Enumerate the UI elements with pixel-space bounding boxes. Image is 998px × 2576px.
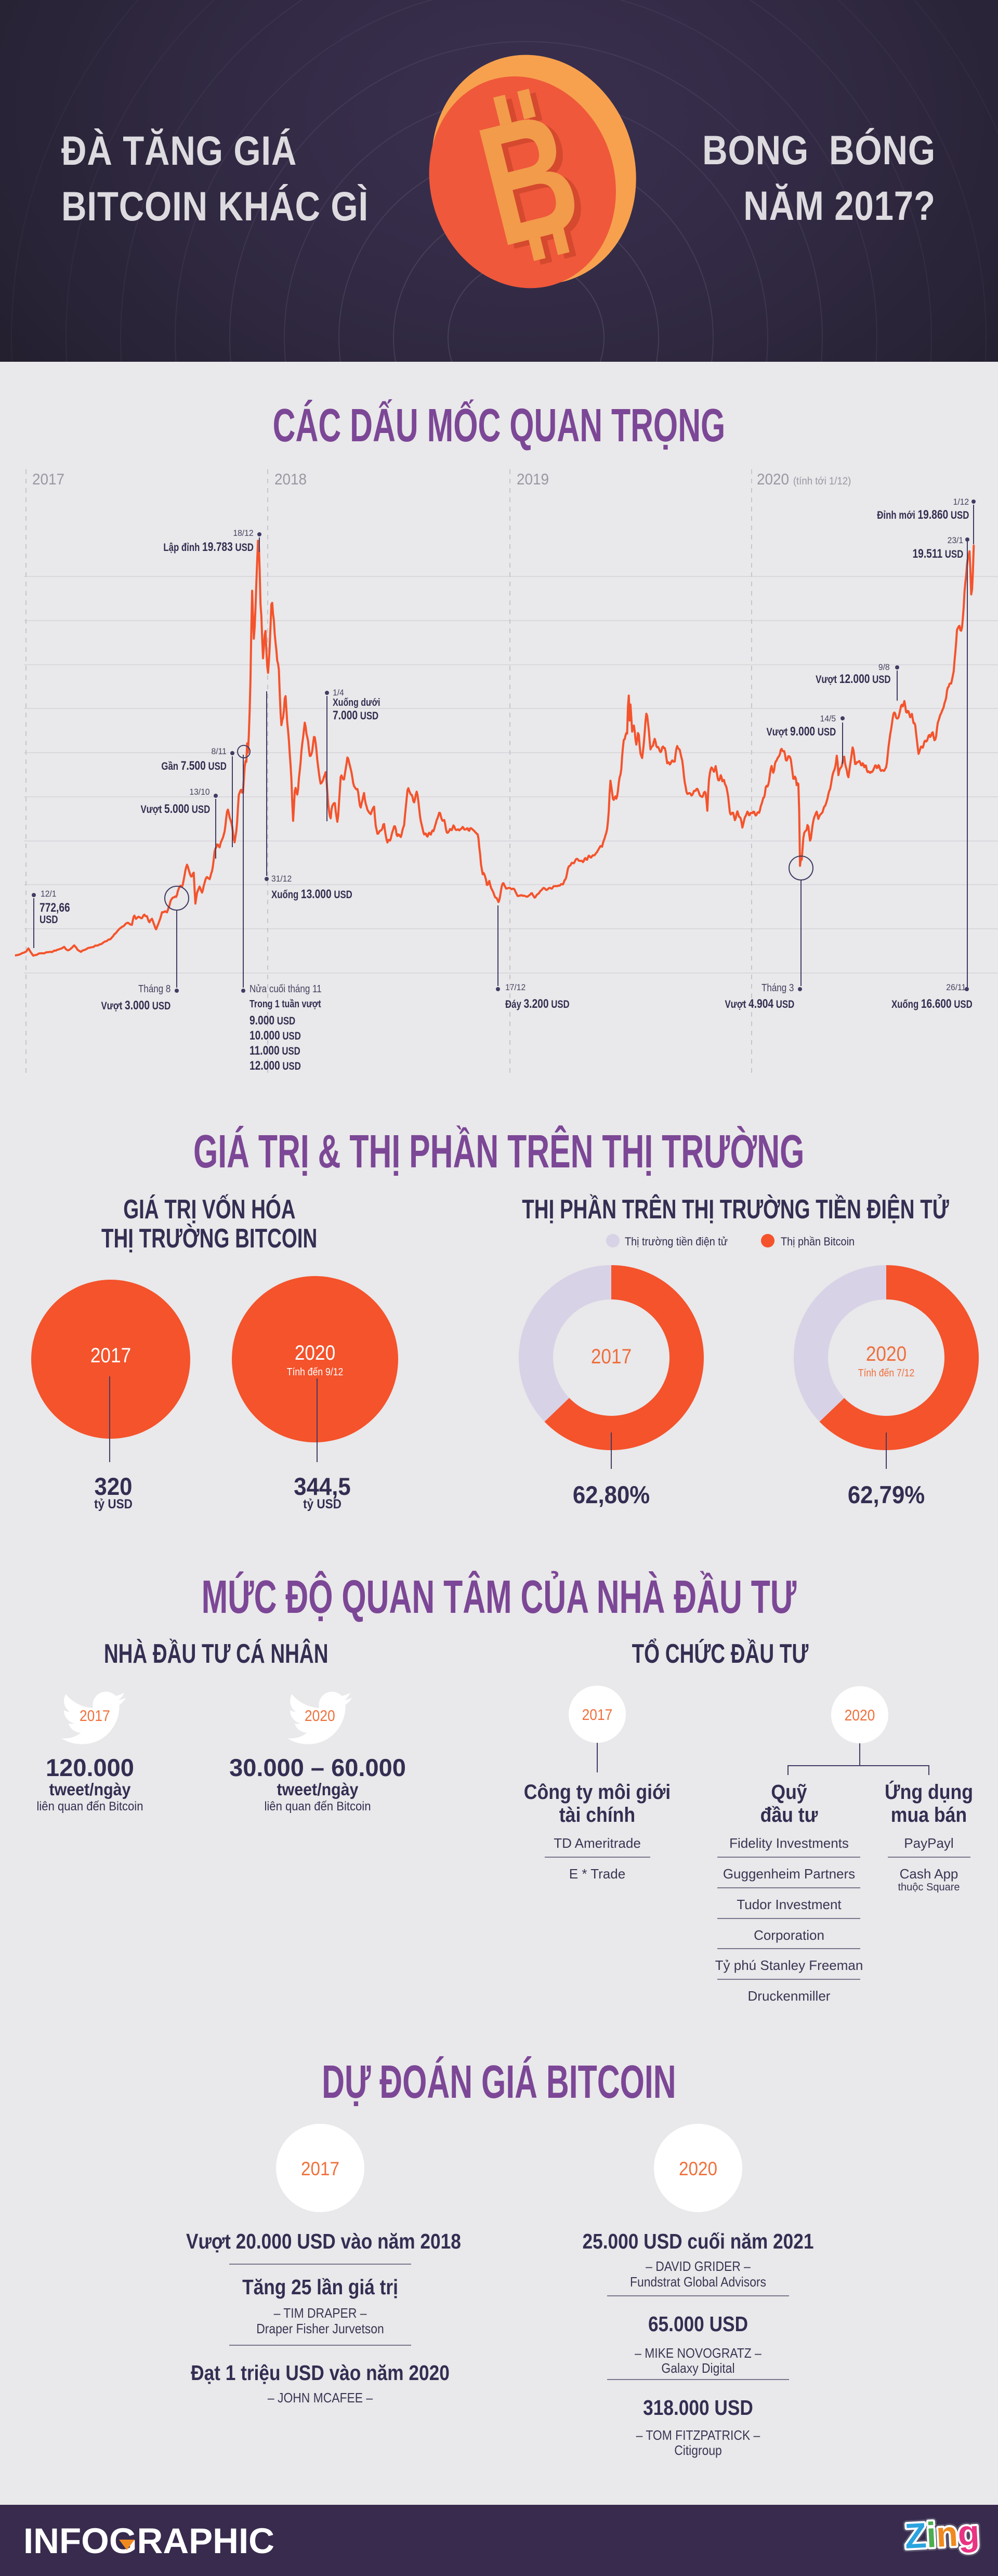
svg-text:Zing: Zing xyxy=(904,2513,980,2556)
svg-text:Zing: Zing xyxy=(904,2513,980,2556)
svg-text:Zing: Zing xyxy=(904,2513,980,2556)
